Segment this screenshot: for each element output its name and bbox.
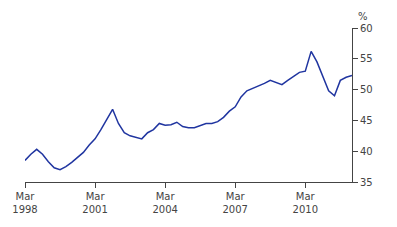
svg-text:Mar2007: Mar2007: [222, 191, 247, 215]
svg-text:50: 50: [360, 84, 373, 95]
svg-text:55: 55: [360, 53, 373, 64]
svg-text:Mar2010: Mar2010: [293, 191, 318, 215]
svg-text:Mar2004: Mar2004: [152, 191, 177, 215]
svg-text:35: 35: [360, 177, 373, 188]
svg-text:45: 45: [360, 115, 373, 126]
svg-text:%: %: [358, 11, 368, 22]
svg-text:Mar1998: Mar1998: [12, 191, 37, 215]
svg-text:60: 60: [360, 23, 373, 34]
svg-text:40: 40: [360, 146, 373, 157]
svg-text:Mar2001: Mar2001: [82, 191, 107, 215]
